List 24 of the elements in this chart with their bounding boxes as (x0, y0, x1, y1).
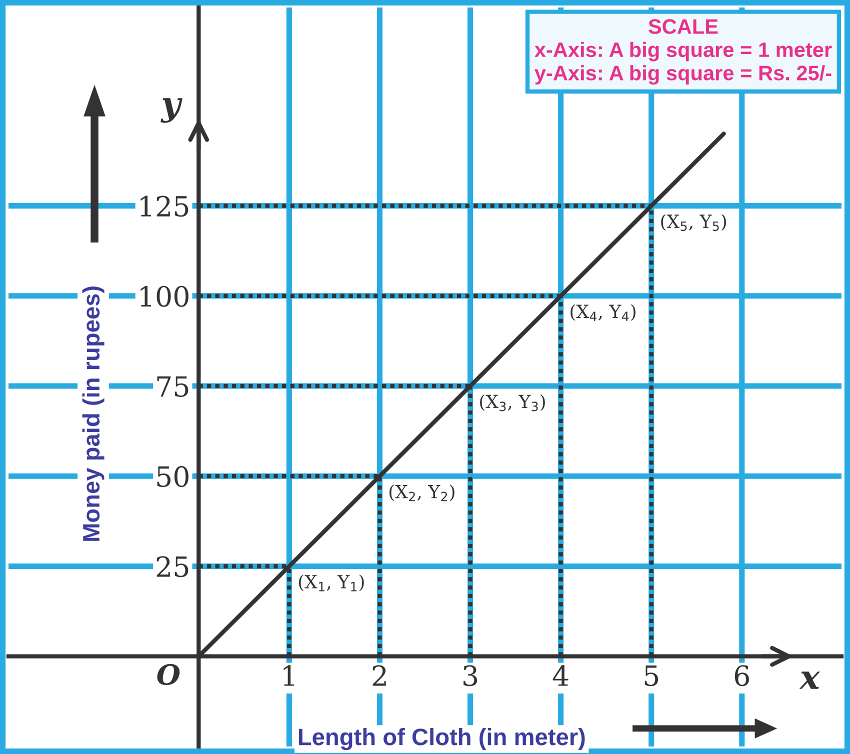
annotation: (X$_{3}$, Y$_{3}$) (480, 394, 545, 412)
annotation: y-Axis: A big square = Rs. 25/- (534, 65, 832, 85)
annotation: (X$_{5}$, Y$_{5}$) (661, 214, 726, 231)
y-tick-label: 100 (140, 286, 188, 307)
annotation: x (799, 672, 820, 689)
annotation: SCALE (648, 19, 718, 34)
y-axis-title: Money paid (in rupees) (82, 286, 104, 541)
annotation: y (160, 98, 182, 123)
x-tick-label: 6 (734, 665, 749, 686)
x-tick-label: 5 (644, 666, 658, 686)
x-tick-label: 3 (464, 665, 478, 686)
x-tick-label: 2 (372, 665, 386, 686)
y-tick-label: 75 (157, 376, 188, 397)
annotation: x-Axis: A big square = 1 meter (534, 42, 832, 62)
annotation: (X$_{2}$, Y$_{2}$) (389, 484, 454, 502)
x-tick-label: 1 (284, 665, 294, 686)
x-axis-title: Length of Cloth (in meter) (298, 728, 585, 750)
y-tick-label: 25 (156, 556, 188, 578)
annotation: (X$_{1}$, Y$_{1}$) (298, 574, 364, 592)
annotation: (X$_{4}$, Y$_{4}$) (570, 304, 636, 321)
annotation: O (157, 664, 180, 686)
x-tick-label: 4 (552, 665, 568, 686)
y-tick-label: 50 (157, 466, 188, 488)
y-tick-label: 125 (140, 196, 188, 217)
